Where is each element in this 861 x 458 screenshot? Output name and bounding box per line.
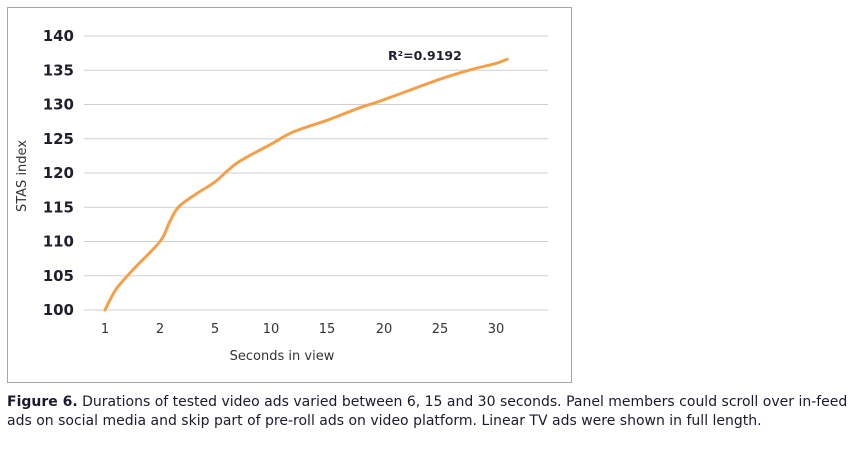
caption-text: Durations of tested video ads varied bet… — [7, 394, 848, 429]
x-tick-label-5: 5 — [211, 322, 219, 337]
y-tick-label-140: 140 — [43, 27, 74, 45]
y-tick-label-120: 120 — [43, 164, 74, 182]
x-tick-label-20: 20 — [376, 322, 393, 337]
y-tick-label-130: 130 — [43, 96, 74, 114]
y-tick-label-110: 110 — [43, 233, 74, 251]
caption-label: Figure 6. — [7, 394, 78, 410]
y-tick-label-135: 135 — [43, 61, 74, 79]
chart-frame: 100 105 110 115 120 125 130 135 140 1 2 5 10 15 20 25 3… — [7, 7, 572, 383]
y-axis-ticks: 100 105 110 115 120 125 130 135 140 — [43, 27, 74, 319]
series-line-0 — [103, 57, 509, 312]
x-tick-label-2: 2 — [156, 322, 164, 337]
figure-caption: Figure 6. Durations of tested video ads … — [7, 393, 857, 431]
y-tick-label-115: 115 — [43, 198, 74, 216]
y-axis-title: STAS index — [15, 140, 30, 212]
series-layer — [103, 57, 509, 312]
x-axis-title: Seconds in view — [230, 349, 335, 364]
y-tick-label-100: 100 — [43, 301, 74, 319]
grid-lines — [84, 35, 548, 311]
x-tick-label-25: 25 — [432, 322, 449, 337]
r-squared-annotation: R²=0.9192 — [388, 48, 462, 63]
y-tick-label-125: 125 — [43, 130, 74, 148]
x-axis-ticks: 1 2 5 10 15 20 25 30 — [101, 322, 504, 337]
x-tick-label-30: 30 — [488, 322, 505, 337]
x-tick-label-15: 15 — [319, 322, 336, 337]
x-tick-label-1: 1 — [101, 322, 109, 337]
y-tick-label-105: 105 — [43, 267, 74, 285]
x-tick-label-10: 10 — [263, 322, 280, 337]
